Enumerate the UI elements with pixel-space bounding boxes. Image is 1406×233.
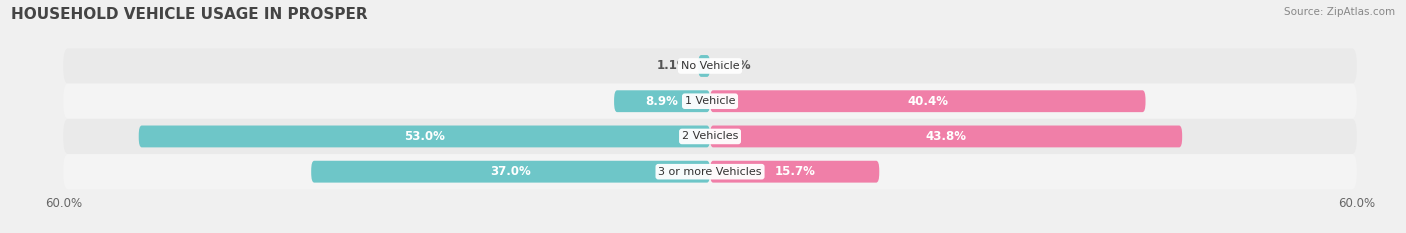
Text: HOUSEHOLD VEHICLE USAGE IN PROSPER: HOUSEHOLD VEHICLE USAGE IN PROSPER: [11, 7, 368, 22]
Text: No Vehicle: No Vehicle: [681, 61, 740, 71]
Text: 2 Vehicles: 2 Vehicles: [682, 131, 738, 141]
FancyBboxPatch shape: [63, 84, 1357, 119]
FancyBboxPatch shape: [614, 90, 710, 112]
Text: 1 Vehicle: 1 Vehicle: [685, 96, 735, 106]
Text: 3 or more Vehicles: 3 or more Vehicles: [658, 167, 762, 177]
FancyBboxPatch shape: [699, 55, 710, 77]
FancyBboxPatch shape: [63, 48, 1357, 84]
Text: Source: ZipAtlas.com: Source: ZipAtlas.com: [1284, 7, 1395, 17]
Text: 1.1%: 1.1%: [657, 59, 689, 72]
FancyBboxPatch shape: [710, 126, 1182, 147]
FancyBboxPatch shape: [63, 154, 1357, 189]
FancyBboxPatch shape: [139, 126, 710, 147]
Text: 8.9%: 8.9%: [645, 95, 679, 108]
Text: 0.0%: 0.0%: [718, 59, 751, 72]
FancyBboxPatch shape: [710, 90, 1146, 112]
FancyBboxPatch shape: [311, 161, 710, 183]
Text: 43.8%: 43.8%: [925, 130, 966, 143]
Text: 53.0%: 53.0%: [404, 130, 444, 143]
Text: 15.7%: 15.7%: [775, 165, 815, 178]
Text: 37.0%: 37.0%: [491, 165, 531, 178]
FancyBboxPatch shape: [710, 161, 879, 183]
Text: 40.4%: 40.4%: [907, 95, 948, 108]
FancyBboxPatch shape: [63, 119, 1357, 154]
